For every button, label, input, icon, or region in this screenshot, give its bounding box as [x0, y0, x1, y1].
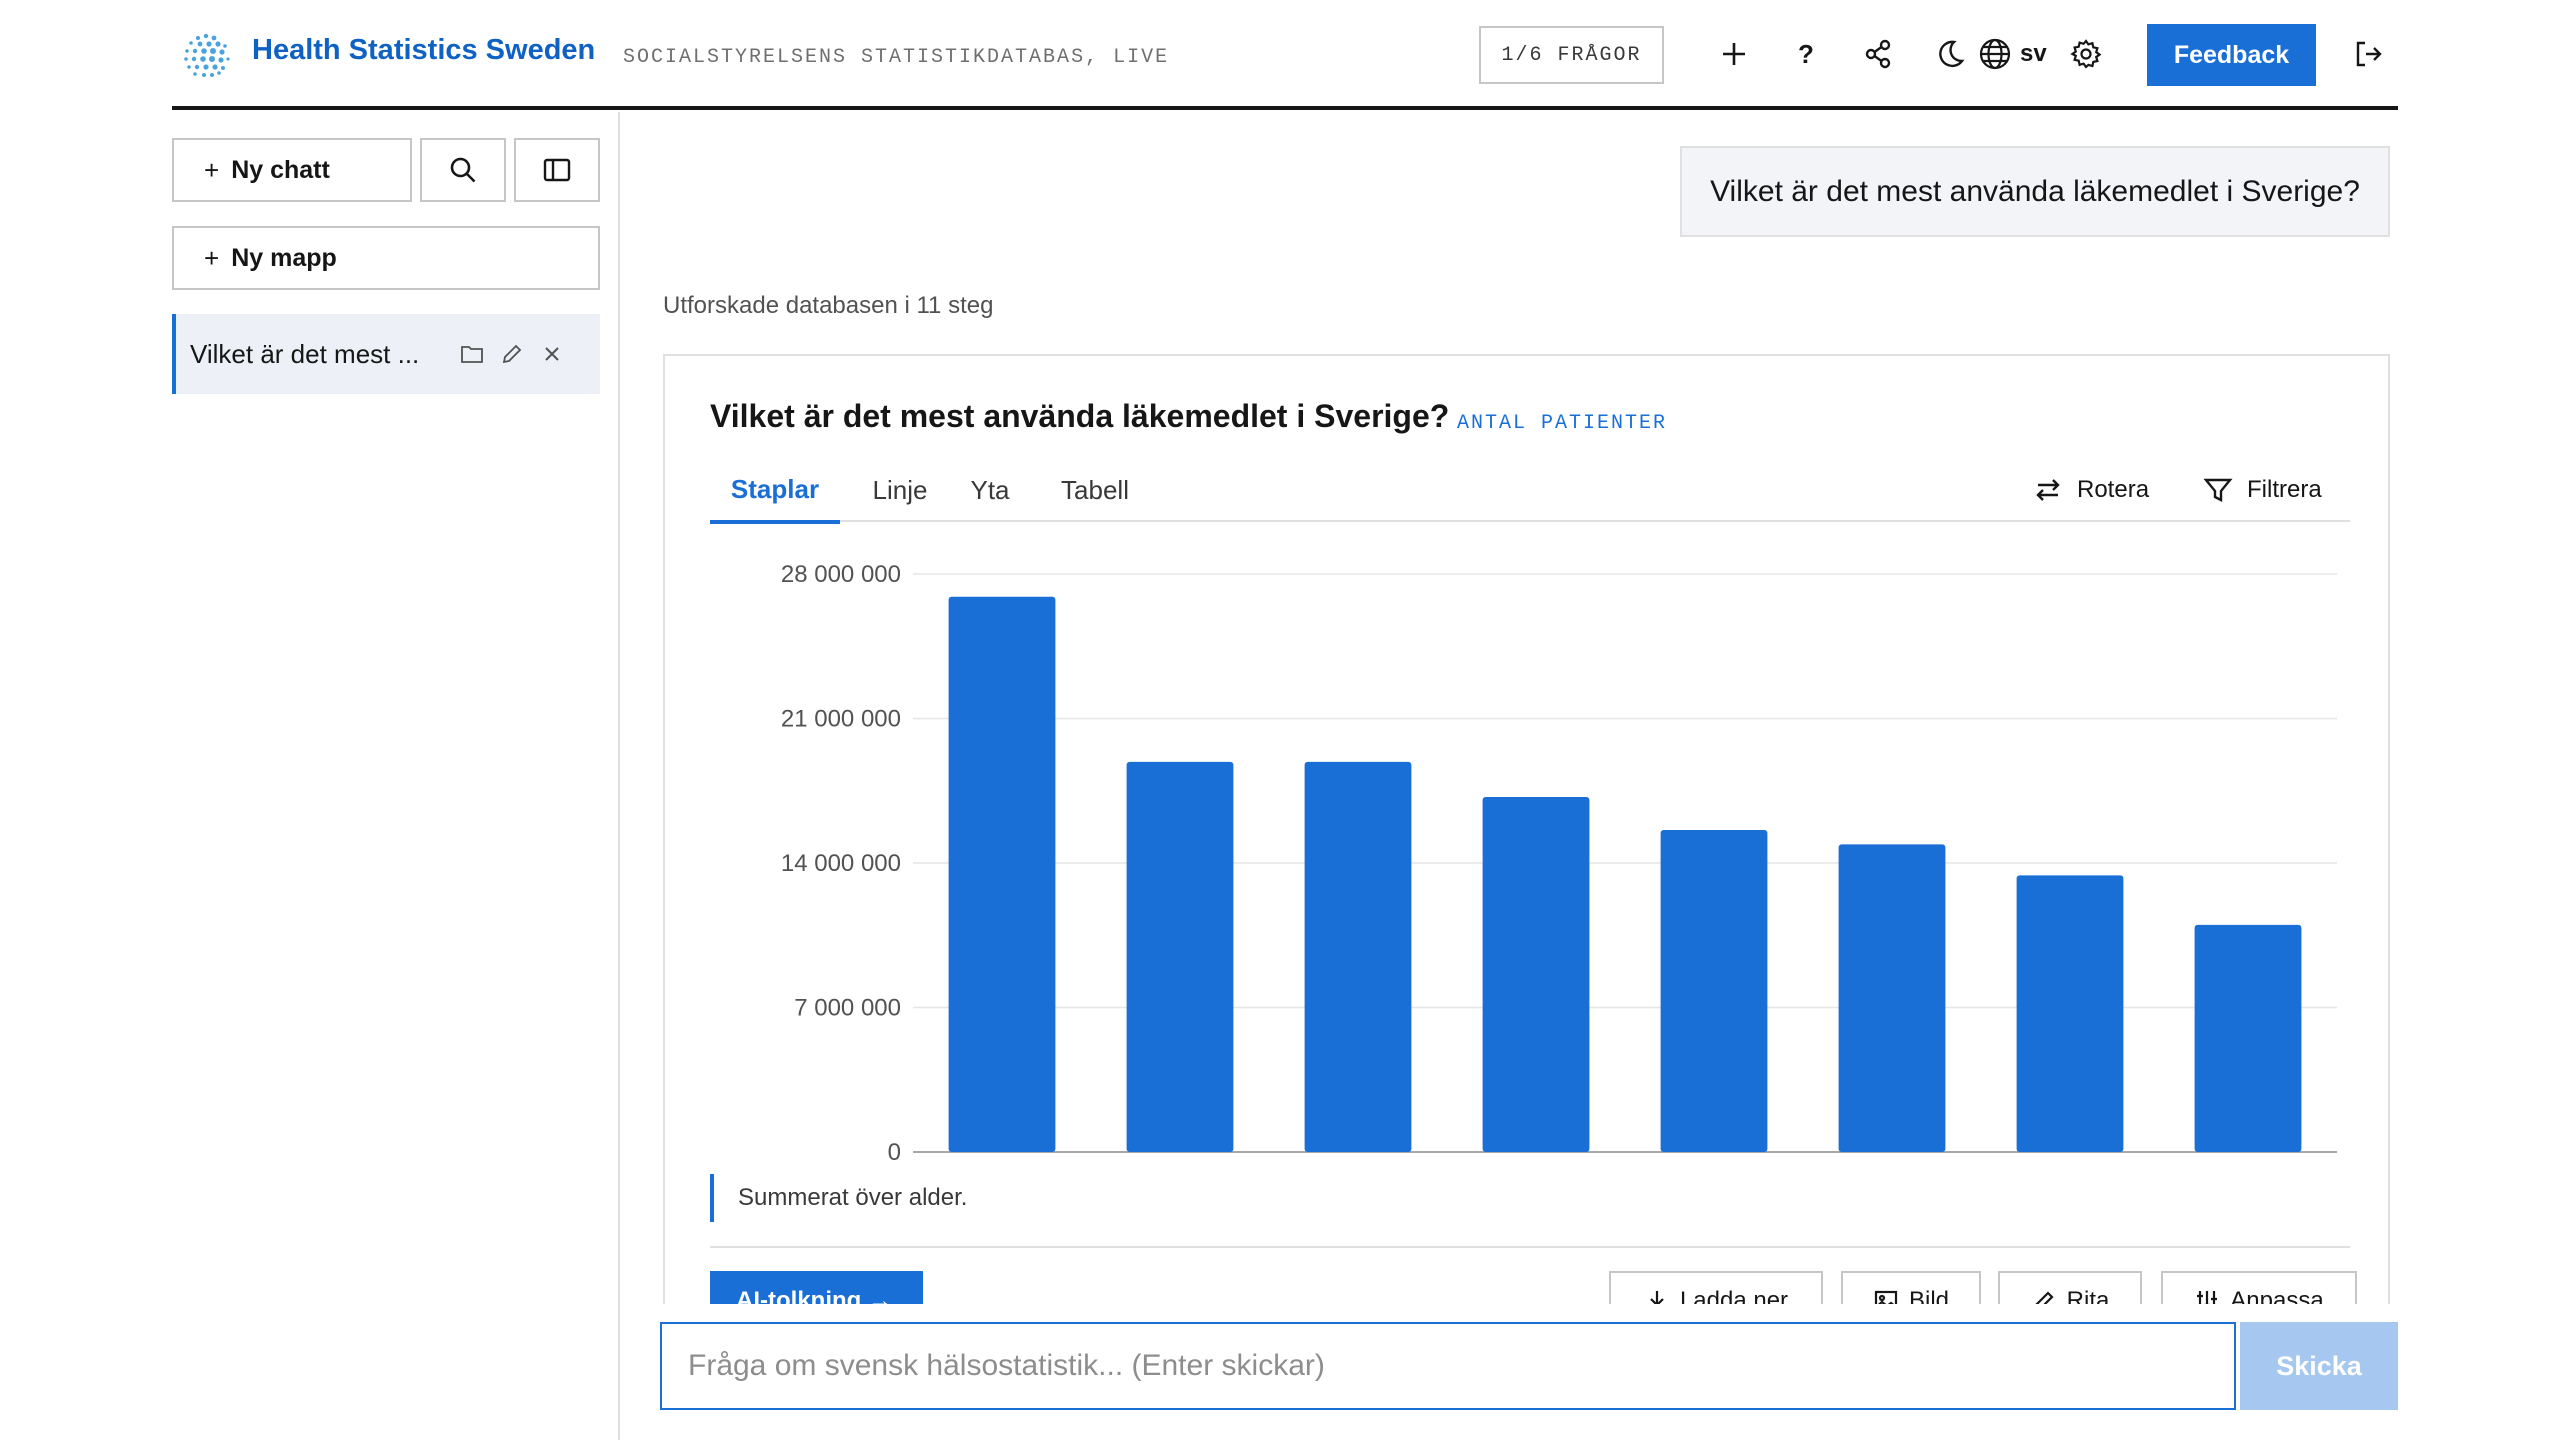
y-tick-label: 21 000 000: [781, 706, 901, 733]
image-label: Bild: [1908, 1287, 1950, 1304]
rotate-label: Rotera: [2077, 476, 2150, 503]
send-button[interactable]: Skicka: [2240, 1322, 2398, 1410]
bar-paracetamol: [948, 596, 1056, 1152]
search-chats-button[interactable]: [420, 138, 506, 202]
measure-tag: ANTAL PATIENTER: [1457, 412, 1668, 435]
folder-icon[interactable]: [452, 334, 492, 374]
download-icon: [1650, 1291, 1664, 1304]
question-input[interactable]: [660, 1322, 2236, 1410]
rotate-button[interactable]: Rotera: [2033, 468, 2149, 512]
bar-metoprolol: [1482, 796, 1590, 1152]
bar-escitalopram: [2016, 875, 2124, 1152]
app-header: Health Statistics Sweden SOCIALSTYRELSEN…: [172, 0, 2398, 110]
x-tick-label: Simvastatin: [1296, 1165, 1420, 1166]
brand-subtitle: SOCIALSTYRELSENS STATISTIKDATABAS, LIVE: [623, 46, 1170, 69]
new-chat-label: Ny chatt: [231, 155, 330, 184]
x-tick-label: Paracetamol: [935, 1165, 1070, 1166]
summary-note: Summerat över alder.: [710, 1174, 967, 1222]
divider: [710, 1246, 2350, 1248]
chat-item-title: Vilket är det mest ...: [190, 338, 420, 369]
ai-interpretation-button[interactable]: AI-tolkning →: [710, 1271, 923, 1304]
draw-label: Rita: [2066, 1287, 2110, 1304]
result-card: Vilket är det mest använda läkemedlet i …: [663, 354, 2390, 1304]
bar-simvastatin: [1304, 761, 1412, 1152]
tab-staplar[interactable]: Staplar: [710, 458, 840, 524]
bar-cetirizin: [2194, 924, 2302, 1152]
bar-esomeprazol: [1126, 761, 1234, 1152]
y-tick-label: 14 000 000: [781, 850, 901, 877]
explored-steps-text[interactable]: Utforskade databasen i 11 steg: [663, 292, 994, 319]
y-tick-label: 0: [888, 1139, 901, 1166]
x-tick-label: Ibuprofen: [1663, 1165, 1764, 1166]
logout-icon[interactable]: [2346, 32, 2390, 76]
sidebar-chat-item[interactable]: Vilket är det mest ...: [172, 314, 600, 394]
new-folder-label: Ny mapp: [231, 243, 337, 272]
message-composer: Skicka: [620, 1304, 2560, 1440]
bar-chart-svg: 0 7 000 000 14 000 000 21 000 000 28 000 000…: [781, 561, 2337, 1192]
new-folder-button[interactable]: + Ny mapp: [172, 226, 600, 290]
toggle-sidebar-button[interactable]: [514, 138, 600, 202]
delete-close-icon[interactable]: [532, 334, 572, 374]
y-tick-label: 28 000 000: [781, 561, 901, 588]
tab-tabell[interactable]: Tabell: [1061, 474, 1129, 505]
plus-icon: +: [204, 154, 220, 185]
download-button[interactable]: Ladda ner: [1609, 1271, 1823, 1304]
globe-icon: [1979, 38, 2011, 70]
sidebar-panel-icon: [543, 158, 571, 182]
x-tick-label: Escitalopram: [2001, 1165, 2140, 1166]
x-tick-label: Atorvastatin: [1829, 1165, 1956, 1166]
new-chat-plus-icon[interactable]: [1712, 32, 1756, 76]
globe-dots-logo-icon: [180, 30, 232, 82]
edit-pencil-icon[interactable]: [492, 334, 532, 374]
gear-icon[interactable]: [2064, 32, 2108, 76]
bar-ibuprofen: [1660, 829, 1768, 1152]
pencil-icon: [2035, 1291, 2054, 1304]
sliders-icon: [2197, 1291, 2218, 1304]
image-icon: [1874, 1290, 1898, 1304]
bar-atorvastatin: [1838, 844, 1946, 1152]
brand-title[interactable]: Health Statistics Sweden: [252, 34, 596, 66]
help-icon[interactable]: ?: [1798, 38, 1814, 69]
x-tick-label: Esomeprazol: [1110, 1165, 1250, 1166]
draw-button[interactable]: Rita: [1998, 1271, 2142, 1304]
tab-linje[interactable]: Linje: [872, 474, 928, 505]
download-label: Ladda ner: [1679, 1287, 1789, 1304]
filter-label: Filtrera: [2247, 476, 2322, 503]
moon-icon[interactable]: [1928, 32, 1972, 76]
filter-funnel-icon: [2203, 478, 2233, 502]
share-icon[interactable]: [1856, 32, 1900, 76]
image-button[interactable]: Bild: [1841, 1271, 1981, 1304]
y-tick-label: 7 000 000: [794, 995, 901, 1022]
new-chat-button[interactable]: + Ny chatt: [172, 138, 412, 202]
customize-label: Anpassa: [2230, 1287, 2324, 1304]
swap-arrows-icon: [2036, 479, 2060, 501]
x-tick-label: Cetirizin: [2205, 1165, 2292, 1166]
tab-yta[interactable]: Yta: [970, 474, 1010, 505]
bar-chart: 0 7 000 000 14 000 000 21 000 000 28 000 000…: [665, 546, 2388, 1304]
x-tick-label: Metoprolol: [1480, 1165, 1592, 1166]
language-code: sv: [2020, 40, 2047, 67]
plus-icon: +: [204, 242, 220, 273]
search-icon: [450, 157, 476, 183]
chart-type-tabs: Staplar Linje Yta Tabell: [710, 458, 2350, 524]
sidebar: [0, 112, 620, 1440]
card-title: Vilket är det mest använda läkemedlet i …: [710, 398, 1450, 434]
question-counter: 1/6 FRÅGOR: [1479, 26, 1664, 84]
language-selector[interactable]: sv: [1978, 32, 2047, 76]
user-question-bubble: Vilket är det mest använda läkemedlet i …: [1680, 146, 2390, 237]
filter-button[interactable]: Filtrera: [2203, 468, 2322, 512]
feedback-button[interactable]: Feedback: [2147, 24, 2316, 86]
customize-button[interactable]: Anpassa: [2161, 1271, 2357, 1304]
